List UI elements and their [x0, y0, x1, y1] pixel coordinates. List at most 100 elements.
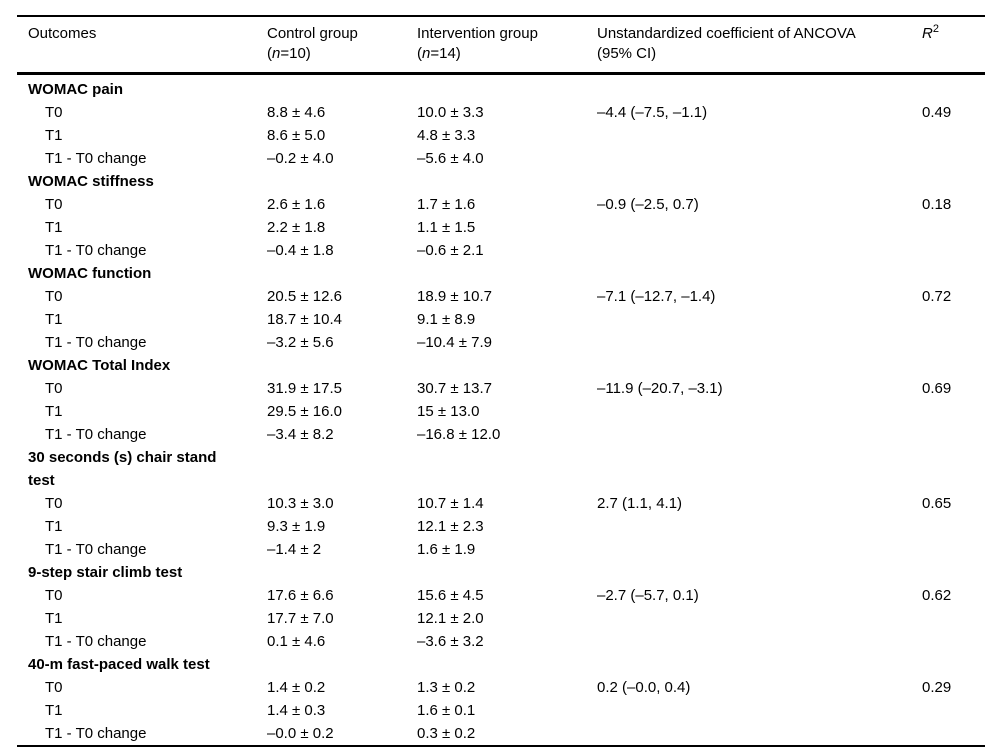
table-row: T1 - T0 change –0.2 ± 4.0 –5.6 ± 4.0 — [17, 147, 985, 170]
cell-label: T1 - T0 change — [45, 426, 147, 443]
cell-intervention: 15 ± 13.0 — [417, 403, 480, 420]
cell-intervention: 9.1 ± 8.9 — [417, 311, 476, 328]
cell-ancova — [597, 515, 922, 538]
cell-intervention: 1.1 ± 1.5 — [417, 219, 476, 236]
cell-control: 17.7 ± 7.0 — [267, 610, 334, 627]
header-sublabel-ci: (95% CI) — [597, 45, 657, 62]
column-header-control-group: Control group (n=10) — [267, 16, 417, 75]
cell-intervention: 4.8 ± 3.3 — [417, 127, 476, 144]
table-header: Outcomes Control group (n=10) Interventi… — [17, 16, 985, 75]
cell-label: T0 — [45, 587, 63, 604]
header-label-ancova: Unstandardized coefficient of ANCOVA — [597, 25, 856, 42]
header-label-control-group: Control group — [267, 25, 358, 42]
column-header-r-squared: R2 — [922, 16, 985, 75]
section-title-cell: WOMAC pain — [17, 74, 985, 102]
section-title-row: WOMAC stiffness — [17, 170, 985, 193]
cell-r2: 0.49 — [922, 104, 952, 121]
cell-label: T1 — [45, 610, 63, 627]
cell-control: 18.7 ± 10.4 — [267, 311, 342, 328]
section-title-row: 40-m fast-paced walk test — [17, 653, 985, 676]
cell-control: 10.3 ± 3.0 — [267, 495, 334, 512]
cell-control: 0.1 ± 4.6 — [267, 633, 326, 650]
r-superscript: 2 — [932, 23, 939, 35]
cell-control: 1.4 ± 0.3 — [267, 702, 326, 719]
n-value: =14) — [430, 45, 461, 62]
cell-ancova — [597, 331, 922, 354]
cell-ancova: –4.4 (–7.5, –1.1) — [597, 104, 708, 121]
section-title-cell: WOMAC stiffness — [17, 170, 985, 193]
cell-intervention: 15.6 ± 4.5 — [417, 587, 484, 604]
cell-ancova — [597, 308, 922, 331]
cell-label: T1 — [45, 311, 63, 328]
cell-r2: 0.65 — [922, 495, 952, 512]
cell-control: 1.4 ± 0.2 — [267, 679, 326, 696]
cell-r2: 0.62 — [922, 587, 952, 604]
paren-open: ( — [267, 45, 272, 62]
header-label-outcomes: Outcomes — [28, 25, 97, 42]
cell-control: 2.6 ± 1.6 — [267, 196, 326, 213]
table-row: T0 10.3 ± 3.0 10.7 ± 1.4 2.7 (1.1, 4.1) 0.65 — [17, 492, 985, 515]
section-title-row: WOMAC Total Index — [17, 354, 985, 377]
cell-label: T1 — [45, 127, 63, 144]
section-title-row: 9-step stair climb test — [17, 561, 985, 584]
cell-label: T0 — [45, 495, 63, 512]
column-header-intervention-group: Intervention group (n=14) — [417, 16, 597, 75]
cell-ancova — [597, 400, 922, 423]
r-italic: R — [922, 25, 933, 42]
section-title-cell: WOMAC function — [17, 262, 985, 285]
cell-label: T0 — [45, 196, 63, 213]
cell-r2 — [922, 423, 985, 446]
cell-ancova: –2.7 (–5.7, 0.1) — [597, 587, 699, 604]
cell-r2: 0.29 — [922, 679, 952, 696]
cell-intervention: 10.0 ± 3.3 — [417, 104, 484, 121]
cell-intervention: 12.1 ± 2.3 — [417, 518, 484, 535]
table-row: T0 17.6 ± 6.6 15.6 ± 4.5 –2.7 (–5.7, 0.1) 0.… — [17, 584, 985, 607]
table-row: T1 2.2 ± 1.8 1.1 ± 1.5 — [17, 216, 985, 239]
section-title-row: 30 seconds (s) chair stand test — [17, 446, 985, 492]
cell-r2 — [922, 515, 985, 538]
column-header-outcomes: Outcomes — [17, 16, 267, 75]
table-row: T1 8.6 ± 5.0 4.8 ± 3.3 — [17, 124, 985, 147]
cell-control: 2.2 ± 1.8 — [267, 219, 326, 236]
cell-control: –0.4 ± 1.8 — [267, 242, 334, 259]
cell-control: 20.5 ± 12.6 — [267, 288, 342, 305]
header-row: Outcomes Control group (n=10) Interventi… — [17, 16, 985, 75]
cell-r2 — [922, 331, 985, 354]
cell-r2 — [922, 400, 985, 423]
cell-control: 8.8 ± 4.6 — [267, 104, 326, 121]
section-title: WOMAC pain — [28, 81, 123, 98]
table-row: T0 20.5 ± 12.6 18.9 ± 10.7 –7.1 (–12.7, –1.… — [17, 285, 985, 308]
cell-intervention: 10.7 ± 1.4 — [417, 495, 484, 512]
table-row: T1 - T0 change 0.1 ± 4.6 –3.6 ± 3.2 — [17, 630, 985, 653]
cell-label: T1 - T0 change — [45, 725, 147, 742]
cell-intervention: 1.3 ± 0.2 — [417, 679, 476, 696]
cell-control: –3.2 ± 5.6 — [267, 334, 334, 351]
cell-ancova: 0.2 (–0.0, 0.4) — [597, 679, 691, 696]
cell-control: 31.9 ± 17.5 — [267, 380, 342, 397]
cell-control: –3.4 ± 8.2 — [267, 426, 334, 443]
cell-intervention: –16.8 ± 12.0 — [417, 426, 501, 443]
cell-label: T1 - T0 change — [45, 633, 147, 650]
section-title: 9-step stair climb test — [28, 564, 183, 581]
cell-ancova — [597, 630, 922, 653]
cell-ancova — [597, 216, 922, 239]
cell-ancova — [597, 699, 922, 722]
table-row: T1 1.4 ± 0.3 1.6 ± 0.1 — [17, 699, 985, 722]
cell-intervention: 1.7 ± 1.6 — [417, 196, 476, 213]
cell-label: T1 — [45, 702, 63, 719]
cell-label: T0 — [45, 679, 63, 696]
cell-control: 9.3 ± 1.9 — [267, 518, 326, 535]
table-row: T1 18.7 ± 10.4 9.1 ± 8.9 — [17, 308, 985, 331]
section-title-cell: 40-m fast-paced walk test — [17, 653, 985, 676]
table-row: T1 - T0 change –3.2 ± 5.6 –10.4 ± 7.9 — [17, 331, 985, 354]
section-title-row: WOMAC function — [17, 262, 985, 285]
cell-intervention: –5.6 ± 4.0 — [417, 150, 484, 167]
cell-intervention: –0.6 ± 2.1 — [417, 242, 484, 259]
cell-label: T1 - T0 change — [45, 541, 147, 558]
table-row: T1 - T0 change –3.4 ± 8.2 –16.8 ± 12.0 — [17, 423, 985, 446]
n-italic: n — [272, 45, 281, 62]
table-row: T1 9.3 ± 1.9 12.1 ± 2.3 — [17, 515, 985, 538]
n-italic: n — [422, 45, 431, 62]
section-title-cell: WOMAC Total Index — [17, 354, 985, 377]
